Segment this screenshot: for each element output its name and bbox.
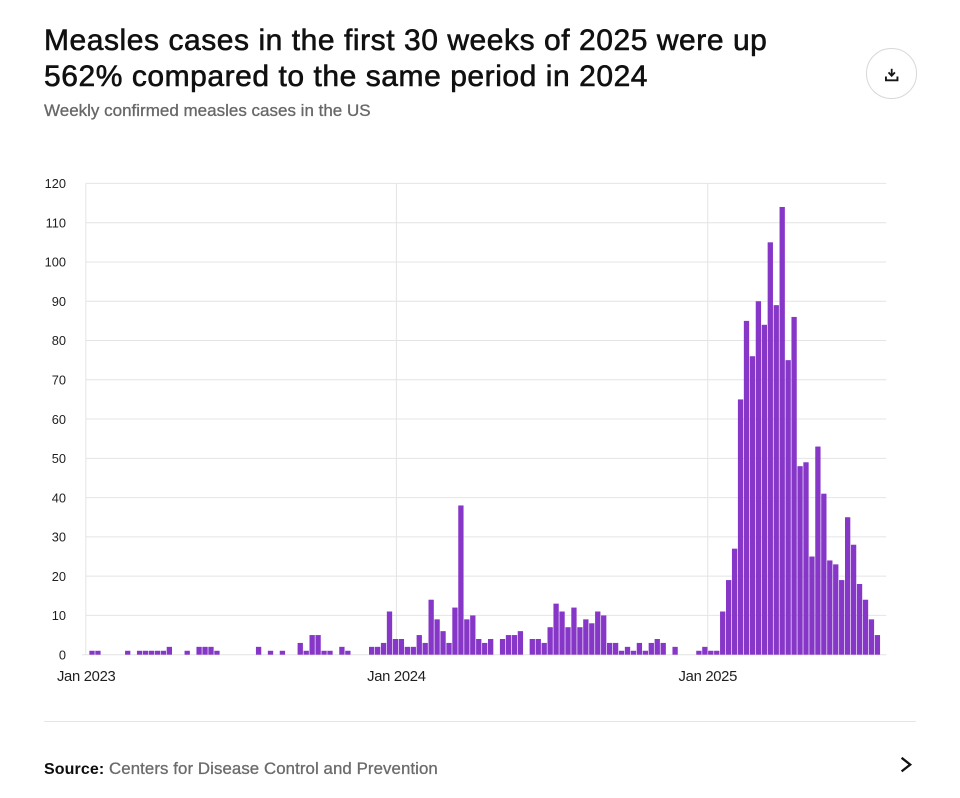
svg-text:30: 30 [52,530,66,545]
svg-text:Jan 2025: Jan 2025 [679,669,738,685]
svg-text:Jan 2023: Jan 2023 [57,669,116,685]
svg-text:20: 20 [52,569,66,584]
svg-text:10: 10 [52,608,66,623]
svg-text:0: 0 [59,647,66,662]
svg-text:120: 120 [45,176,66,191]
svg-text:40: 40 [52,490,66,505]
svg-text:70: 70 [52,372,66,387]
svg-text:80: 80 [52,333,66,348]
svg-text:Jan 2024: Jan 2024 [367,669,426,685]
svg-text:50: 50 [52,451,66,466]
svg-text:110: 110 [46,215,66,230]
svg-text:90: 90 [52,294,66,309]
svg-text:100: 100 [45,255,66,270]
svg-text:60: 60 [52,412,66,427]
